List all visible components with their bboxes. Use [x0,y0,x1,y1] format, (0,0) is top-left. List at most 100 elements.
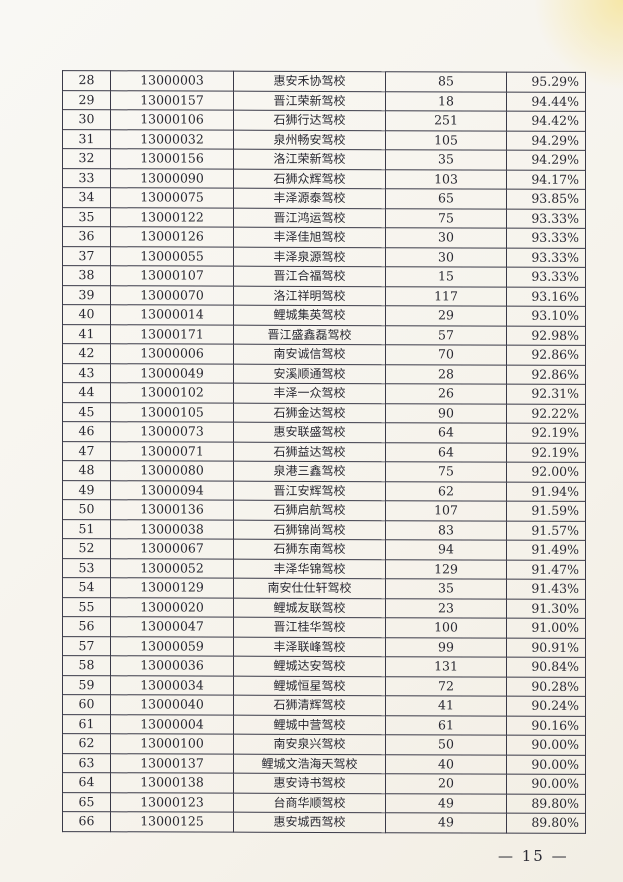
rank-cell: 58 [62,655,111,676]
count-cell: 28 [385,364,507,385]
school-code-cell: 13000055 [110,246,234,267]
school-code-cell: 13000049 [110,363,234,384]
school-code-cell: 13000080 [110,460,234,481]
count-cell: 57 [385,325,507,346]
school-code-cell: 13000047 [110,616,234,637]
school-code-cell: 13000137 [110,753,234,774]
count-cell: 50 [385,734,507,755]
rank-cell: 37 [62,246,111,266]
table-row: 60 13000040 石狮清辉驾校 41 90.24% [62,694,586,716]
pass-rate-cell: 90.00% [506,774,586,794]
count-cell: 18 [385,91,507,112]
count-cell: 64 [385,442,507,463]
school-code-cell: 13000157 [110,90,234,111]
rank-cell: 47 [62,441,111,461]
rank-cell: 43 [62,363,111,383]
school-name-cell: 鲤城达安驾校 [233,656,386,677]
school-name-cell: 石狮清辉驾校 [233,695,386,716]
school-code-cell: 13000090 [110,168,234,189]
school-name-cell: 泉州畅安驾校 [233,129,386,150]
school-name-cell: 晋江安辉驾校 [233,480,386,501]
school-name-cell: 丰泽华锦驾校 [233,558,386,579]
pass-rate-cell: 91.59% [506,501,586,521]
school-code-cell: 13000004 [110,714,234,735]
count-cell: 99 [385,637,507,658]
count-cell: 107 [385,500,507,521]
table-row: 58 13000036 鲤城达安驾校 131 90.84% [62,655,586,677]
school-code-cell: 13000102 [110,382,234,403]
pass-rate-cell: 90.28% [506,676,586,697]
pass-rate-cell: 92.86% [506,345,586,365]
rank-cell: 64 [62,772,111,793]
school-name-cell: 洛江祥明驾校 [233,285,386,306]
table-row: 39 13000070 洛江祥明驾校 117 93.16% [62,285,586,307]
school-name-cell: 鲤城文浩海天驾校 [233,753,386,774]
count-cell: 75 [385,208,507,229]
rank-cell: 59 [62,675,111,695]
count-cell: 15 [385,266,507,287]
rank-cell: 63 [62,753,111,773]
page-number: — 15 — [498,847,569,865]
school-code-cell: 13000094 [110,480,234,501]
school-code-cell: 13000105 [110,402,234,423]
school-name-cell: 丰泽泉源驾校 [233,246,386,267]
pass-rate-cell: 91.30% [506,598,586,619]
school-code-cell: 13000071 [110,441,234,462]
table-row: 63 13000137 鲤城文浩海天驾校 40 90.00% [62,753,586,775]
count-cell: 64 [385,422,507,443]
school-code-cell: 13000107 [110,265,234,286]
pass-rate-cell: 94.17% [506,169,586,190]
rank-cell: 57 [62,636,111,656]
rank-cell: 61 [62,714,111,734]
school-code-cell: 13000075 [110,187,234,208]
pass-rate-cell: 92.00% [506,462,586,482]
rank-cell: 44 [62,382,111,403]
rank-cell: 29 [62,90,111,110]
rank-cell: 52 [62,538,111,559]
school-name-cell: 鲤城中营驾校 [233,714,386,735]
table-row: 41 13000171 晋江盛鑫磊驾校 57 92.98% [62,324,586,346]
count-cell: 40 [385,754,507,775]
rank-cell: 38 [62,265,111,286]
school-code-cell: 13000129 [110,577,234,598]
count-cell: 85 [385,71,507,92]
rank-cell: 55 [62,597,111,617]
school-name-cell: 台商华顺驾校 [233,792,386,813]
count-cell: 29 [385,305,507,326]
table-row: 43 13000049 安溪顺通驾校 28 92.86% [62,363,586,385]
count-cell: 70 [385,344,507,365]
pass-rate-cell: 90.00% [506,735,586,755]
pass-rate-cell: 93.10% [506,306,586,326]
table-row: 30 13000106 石狮行达驾校 251 94.42% [62,109,586,131]
rank-cell: 65 [62,792,111,812]
count-cell: 75 [385,461,507,482]
rank-cell: 49 [62,480,111,500]
school-name-cell: 南安泉兴驾校 [233,734,386,755]
table-row: 36 13000126 丰泽佳旭驾校 30 93.33% [62,226,586,248]
school-name-cell: 晋江盛鑫磊驾校 [233,324,386,345]
rank-cell: 33 [62,168,111,188]
table-row: 34 13000075 丰泽源泰驾校 65 93.85% [62,187,586,209]
table-row: 52 13000067 石狮东南驾校 94 91.49% [62,538,586,560]
table-row: 55 13000020 鲤城友联驾校 23 91.30% [62,597,586,619]
school-name-cell: 惠安联盛驾校 [233,422,386,443]
school-name-cell: 晋江鸿运驾校 [233,207,386,228]
school-name-cell: 石狮众辉驾校 [233,168,386,189]
school-name-cell: 鲤城集英驾校 [233,305,386,326]
school-name-cell: 晋江合福驾校 [233,266,386,287]
table-row: 61 13000004 鲤城中营驾校 61 90.16% [62,714,586,736]
count-cell: 83 [385,520,507,541]
table-row: 33 13000090 石狮众辉驾校 103 94.17% [62,168,586,190]
school-code-cell: 13000122 [110,207,234,228]
table-body: 28 13000003 惠安禾协驾校 85 95.29% 29 13000157 晋江荣新驾校… [62,70,586,833]
count-cell: 72 [385,676,507,697]
school-code-cell: 13000034 [110,675,234,696]
table-row: 28 13000003 惠安禾协驾校 85 95.29% [62,70,586,92]
table-row: 48 13000080 泉港三鑫驾校 75 92.00% [62,460,586,482]
rank-cell: 62 [62,733,111,754]
table-row: 40 13000014 鲤城集英驾校 29 93.10% [62,304,586,326]
pass-rate-cell: 94.42% [506,111,586,131]
rank-cell: 42 [62,343,111,364]
school-code-cell: 13000136 [110,499,234,520]
